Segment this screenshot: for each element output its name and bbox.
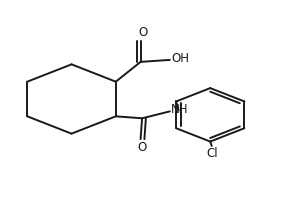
Text: OH: OH — [171, 52, 189, 65]
Text: O: O — [138, 141, 147, 154]
Text: O: O — [138, 26, 147, 39]
Text: NH: NH — [171, 103, 189, 116]
Text: Cl: Cl — [206, 147, 218, 160]
